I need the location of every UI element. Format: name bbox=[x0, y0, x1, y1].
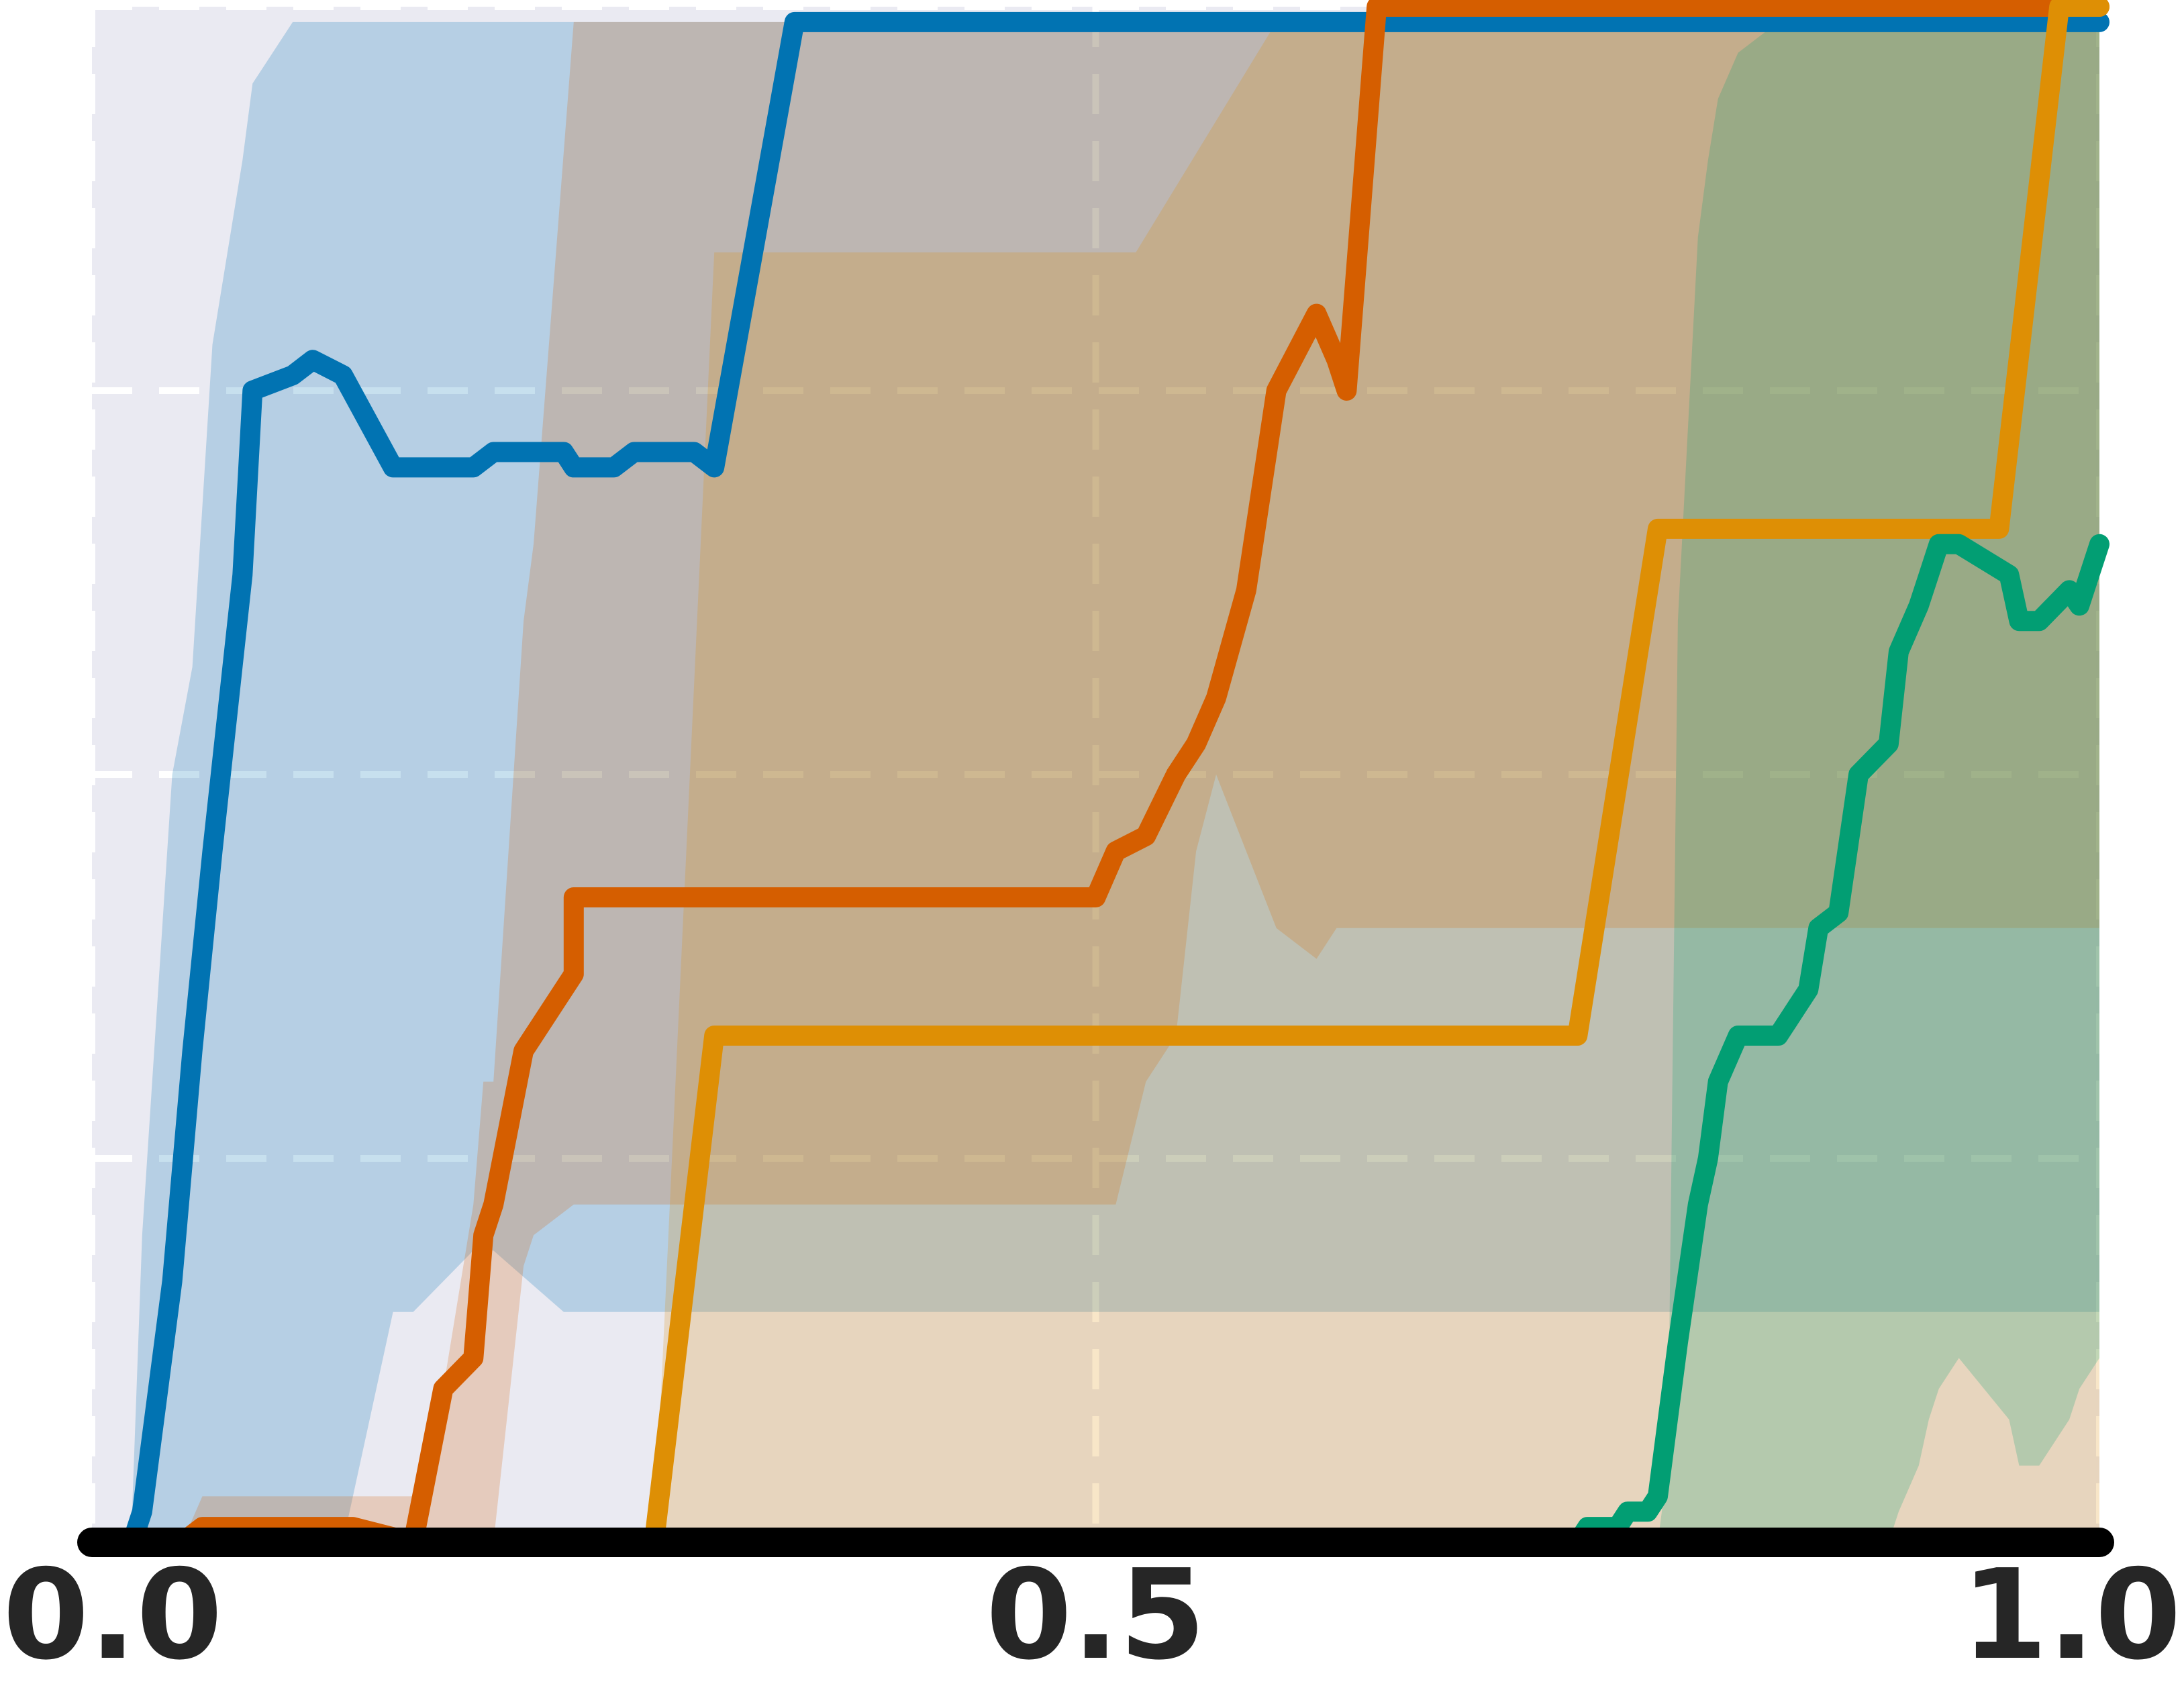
line-series-0 bbox=[121, 11, 2109, 1552]
x-tick-label-1: 0.5 bbox=[986, 1542, 1206, 1687]
band-series-1 bbox=[182, 21, 2099, 1543]
band-series-2 bbox=[654, 21, 2099, 1543]
series-lines bbox=[77, 0, 2114, 1557]
x-tick-labels: 0.0 0.5 1.0 bbox=[3, 1542, 2181, 1687]
band-series-3 bbox=[92, 21, 2099, 1543]
line-series-1 bbox=[172, 0, 2109, 1552]
grid bbox=[89, 3, 2103, 1542]
confidence-bands bbox=[92, 21, 2099, 1543]
band-series-0 bbox=[132, 21, 2099, 1543]
line-series-2 bbox=[644, 0, 2109, 1552]
x-tick-label-0: 0.0 bbox=[3, 1542, 223, 1687]
line-series-3 bbox=[82, 534, 2109, 1552]
x-tick-label-2: 1.0 bbox=[1961, 1542, 2181, 1687]
